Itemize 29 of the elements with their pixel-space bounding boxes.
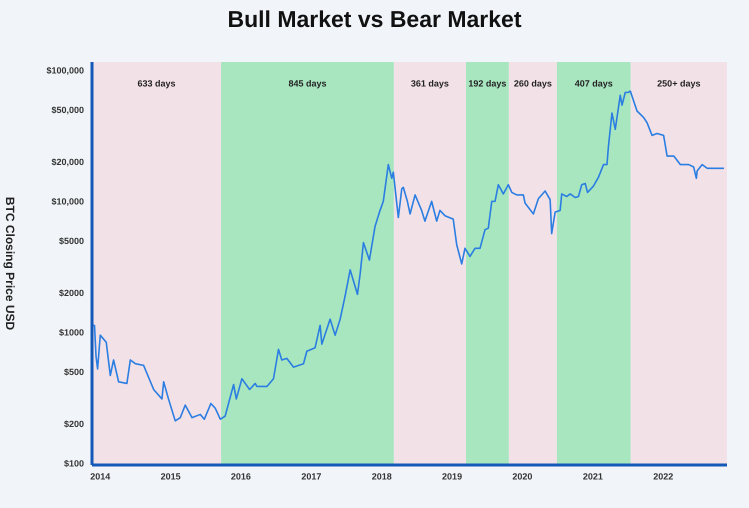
y-tick-label: $2000 bbox=[58, 288, 84, 298]
x-tick-label: 2015 bbox=[160, 471, 181, 482]
x-tick-label: 2014 bbox=[90, 471, 110, 482]
band-label: 407 days bbox=[574, 78, 613, 88]
x-tick-label: 2019 bbox=[442, 471, 462, 482]
x-tick-label: 2020 bbox=[512, 471, 532, 482]
y-tick-label: $100 bbox=[64, 458, 84, 468]
y-tick-label: $50,000 bbox=[51, 105, 84, 116]
y-tick-label: $5000 bbox=[58, 236, 84, 246]
band-label: 260 days bbox=[514, 78, 552, 88]
y-tick-label: $10,000 bbox=[51, 196, 84, 207]
y-axis-title: BTC Closing Price USD bbox=[2, 196, 17, 331]
x-tick-label: 2022 bbox=[653, 471, 674, 482]
x-tick-label: 2021 bbox=[582, 471, 603, 482]
x-tick-label: 2017 bbox=[301, 471, 322, 482]
y-tick-label: $1000 bbox=[58, 328, 84, 338]
chart-title: Bull Market vs Bear Market bbox=[226, 6, 522, 33]
y-tick-label: $20,000 bbox=[51, 157, 84, 168]
y-tick-label: $200 bbox=[64, 419, 84, 430]
band-label: 845 days bbox=[288, 78, 327, 88]
band-label: 361 days bbox=[410, 78, 449, 88]
x-tick-label: 2018 bbox=[372, 471, 392, 482]
band-label: 250+ days bbox=[657, 78, 700, 88]
band-label: 192 days bbox=[468, 78, 506, 88]
y-tick-label: $100,000 bbox=[46, 66, 84, 76]
x-tick-label: 2016 bbox=[230, 471, 251, 482]
y-tick-label: $500 bbox=[64, 366, 84, 377]
line-series bbox=[92, 90, 725, 422]
band-label: 633 days bbox=[138, 78, 176, 88]
